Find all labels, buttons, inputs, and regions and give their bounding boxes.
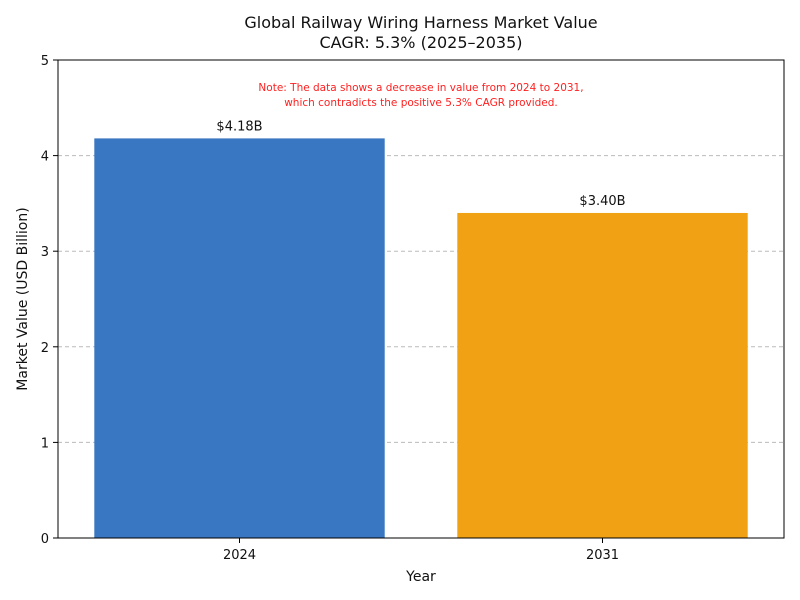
y-tick-label: 5 xyxy=(41,54,49,69)
y-axis-ticks: 0 1 2 3 4 5 xyxy=(41,54,58,547)
annotation-note-line-2: which contradicts the positive 5.3% CAGR… xyxy=(284,97,558,109)
bar-2031 xyxy=(457,212,748,538)
chart-title: Global Railway Wiring Harness Market Val… xyxy=(244,13,597,32)
bar-2024 xyxy=(94,138,385,538)
y-tick-label: 4 xyxy=(41,150,49,165)
chart-subtitle: CAGR: 5.3% (2025–2035) xyxy=(320,33,523,52)
y-tick-label: 0 xyxy=(41,532,49,547)
y-axis-label: Market Value (USD Billion) xyxy=(15,207,31,390)
bar-data-labels: $4.18B $3.40B xyxy=(216,119,625,209)
bars xyxy=(94,138,748,538)
plot-frame xyxy=(57,59,785,539)
y-tick-label: 3 xyxy=(41,245,49,260)
x-tick-label-2031: 2031 xyxy=(586,548,619,563)
x-axis-ticks: 2024 2031 xyxy=(223,538,619,563)
annotation-note-line-1: Note: The data shows a decrease in value… xyxy=(258,82,583,94)
y-tick-label: 1 xyxy=(41,436,49,451)
data-label-2024: $4.18B xyxy=(216,119,262,134)
y-tick-label: 2 xyxy=(41,341,49,356)
data-label-2031: $3.40B xyxy=(579,194,625,209)
x-tick-label-2024: 2024 xyxy=(223,548,256,563)
x-axis-label: Year xyxy=(405,569,436,585)
